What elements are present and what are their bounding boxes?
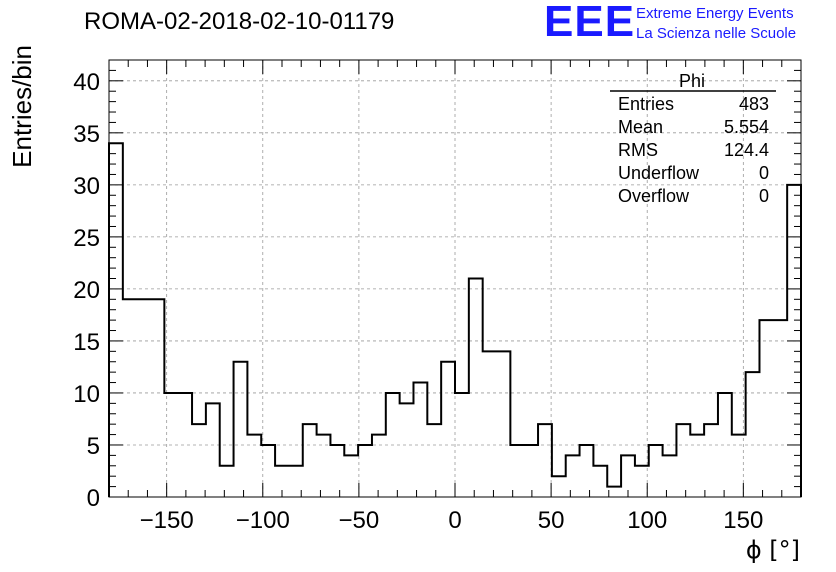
histogram-bin [317, 435, 331, 497]
histogram-bin [676, 424, 690, 497]
logo-subtitle-1: Extreme Energy Events [636, 5, 794, 22]
histogram-series [108, 142, 802, 498]
histogram-bin [635, 466, 649, 497]
stats-row-value: 5.554 [724, 117, 769, 137]
y-tick-label: 30 [73, 173, 100, 200]
x-tick-label: 150 [723, 507, 763, 534]
histogram-bin [358, 445, 372, 497]
y-tick-label: 0 [87, 485, 100, 512]
x-tick-label: −50 [339, 507, 380, 534]
histogram-bin [289, 466, 303, 497]
histogram-bin [524, 445, 538, 497]
x-tick-label: 100 [627, 507, 667, 534]
histogram-outline [108, 142, 802, 497]
stats-row-value: 124.4 [724, 140, 769, 160]
histogram-bin [413, 383, 427, 497]
histogram-bin [234, 362, 248, 497]
stats-row-label: Mean [618, 117, 663, 137]
stats-row-label: Entries [618, 94, 674, 114]
histogram-bin [746, 372, 760, 497]
logo-subtitle-2: La Scienza nelle Scuole [636, 25, 797, 42]
histogram-bin [400, 403, 414, 497]
y-tick-label: 40 [73, 69, 100, 96]
x-axis-label: ϕ [°] [746, 536, 800, 564]
stats-row-label: Overflow [618, 186, 690, 206]
histogram-bin [247, 435, 261, 497]
histogram-bin [566, 455, 580, 497]
y-tick-label: 15 [73, 329, 100, 356]
histogram-bin [123, 299, 137, 497]
histogram-bin [510, 445, 524, 497]
histogram-bin [704, 424, 718, 497]
histogram-bin [151, 299, 165, 497]
histogram-bin [206, 403, 220, 497]
eee-logo: EEE [544, 0, 636, 46]
y-tick-label: 5 [87, 433, 100, 460]
histogram-bin [538, 424, 552, 497]
x-tick-label: 0 [448, 507, 461, 534]
y-tick-label: 10 [73, 381, 100, 408]
plot-title: ROMA-02-2018-02-10-01179 [84, 8, 395, 35]
histogram-bin [773, 320, 787, 497]
stats-row-label: Underflow [618, 163, 700, 183]
histogram-bin [372, 435, 386, 497]
histogram-bin [220, 466, 234, 497]
histogram-bin [663, 455, 677, 497]
y-tick-label: 35 [73, 121, 100, 148]
stats-row-value: 0 [759, 186, 769, 206]
stats-row-label: RMS [618, 140, 658, 160]
histogram-bin [303, 424, 317, 497]
histogram-bin [607, 487, 621, 497]
histogram-bin [552, 476, 566, 497]
histogram-bin [759, 320, 773, 497]
histogram-bin [427, 424, 441, 497]
stats-row-value: 0 [759, 163, 769, 183]
stats-box: Phi Entries 483 Mean 5.554 RMS 124.4 Underflow… [610, 71, 776, 206]
histogram-bin [192, 424, 206, 497]
stats-box-title: Phi [679, 71, 705, 91]
histogram-bin [137, 299, 151, 497]
histogram-bin [649, 445, 663, 497]
histogram-bin [690, 435, 704, 497]
axis-tick-labels: −150 −100 −50 0 50 100 150 0 5 10 15 20 25 30 35 40 [73, 69, 763, 534]
histogram-bin [483, 351, 497, 497]
x-tick-label: −100 [236, 507, 290, 534]
stats-row-value: 483 [739, 94, 769, 114]
histogram-bin [344, 455, 358, 497]
grid-lines [109, 60, 801, 497]
histogram-bin [469, 279, 483, 498]
histogram-bin [261, 445, 275, 497]
histogram-bin [497, 351, 511, 497]
y-tick-label: 25 [73, 225, 100, 252]
y-axis-label: Entries/bin [7, 45, 37, 168]
histogram-bin [593, 466, 607, 497]
histogram-bin [330, 445, 344, 497]
histogram-bin [441, 362, 455, 497]
y-tick-label: 20 [73, 277, 100, 304]
histogram-bin [580, 445, 594, 497]
x-tick-label: 50 [538, 507, 565, 534]
axis-ticks [109, 60, 801, 498]
x-tick-label: −150 [140, 507, 194, 534]
